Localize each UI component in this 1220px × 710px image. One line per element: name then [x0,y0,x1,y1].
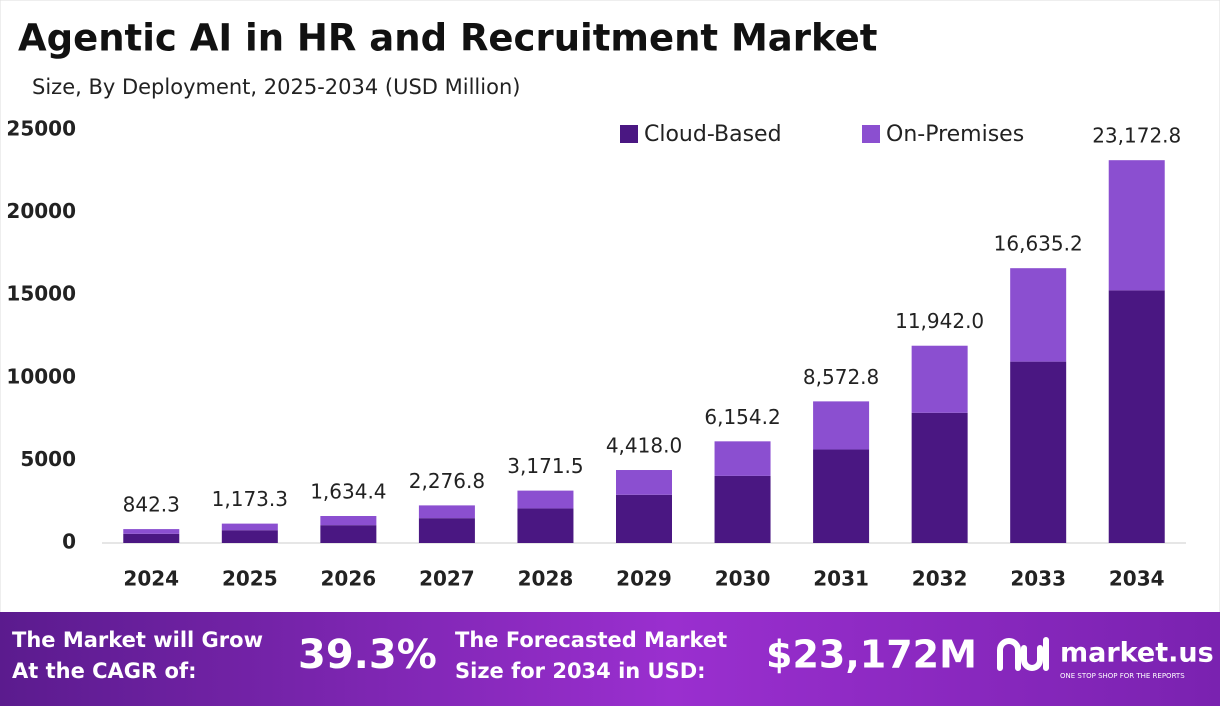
x-tick-label: 2031 [813,567,869,591]
brand-name: market.us [1060,638,1214,669]
legend-label: Cloud-Based [644,122,782,147]
bar-segment [1108,290,1165,543]
x-tick-label: 2032 [912,567,968,591]
footer-text: The Market will Grow [12,628,263,652]
bar-segment [221,523,278,531]
bar-segment [616,494,672,543]
total-label: 11,942.0 [895,309,984,333]
x-tick-label: 2024 [123,567,179,591]
footer-value: 39.3% [298,632,437,678]
legend-swatch [862,125,880,143]
bar-segment [813,449,870,543]
footer-text: Size for 2034 in USD: [455,659,706,683]
total-label: 2,276.8 [409,469,485,493]
bar-segment [1108,160,1165,291]
bar-segment [123,533,180,543]
y-tick-label: 10000 [6,364,76,388]
total-label: 16,635.2 [994,232,1083,256]
bar-segment [911,412,968,543]
total-label: 842.3 [123,493,180,517]
total-label: 1,634.4 [310,479,386,503]
bar-segment [123,529,180,534]
x-tick-label: 2025 [222,567,278,591]
bar-segment [1010,361,1067,543]
bar-segment [911,345,968,413]
bar-segment [320,525,377,543]
x-tick-label: 2027 [419,567,475,591]
y-tick-label: 5000 [20,447,76,471]
bar-segment [714,475,771,543]
plot: 0 5000 10000 15000 20000 25000 2024 842.3 2025 1,… [6,117,1186,591]
total-label: 23,172.8 [1092,124,1181,148]
brand-logo [997,637,1049,671]
legend-swatch [620,125,638,143]
total-label: 3,171.5 [507,454,583,478]
bar-segment [1010,268,1067,362]
footer-text: At the CAGR of: [12,659,197,683]
y-tick-label: 20000 [6,199,76,223]
bar-segment [517,508,574,543]
total-label: 1,173.3 [212,487,288,511]
total-label: 6,154.2 [704,405,780,429]
legend-label: On-Premises [886,122,1024,147]
chart-subtitle: Size, By Deployment, 2025-2034 (USD Mill… [32,75,520,99]
footer-value: $23,172M [766,633,977,677]
bar-segment [221,530,278,543]
bar-segment [320,515,377,526]
x-tick-label: 2030 [715,567,771,591]
total-label: 4,418.0 [606,434,682,458]
brand-tagline: ONE STOP SHOP FOR THE REPORTS [1060,672,1185,680]
total-label: 8,572.8 [803,365,879,389]
bar-segment [813,401,870,450]
x-tick-label: 2029 [616,567,672,591]
x-tick-label: 2034 [1109,567,1165,591]
bar-segment [418,518,475,543]
bar-segment [616,470,672,495]
y-tick-label: 15000 [6,282,76,306]
x-tick-label: 2028 [518,567,574,591]
y-tick-label: 0 [62,530,76,554]
footer-text: The Forecasted Market [455,628,727,652]
chart-title: Agentic AI in HR and Recruitment Market [18,17,877,60]
x-tick-label: 2026 [321,567,377,591]
bar-segment [517,490,574,509]
x-tick-label: 2033 [1010,567,1066,591]
y-tick-label: 25000 [6,117,76,141]
bar-segment [418,505,475,519]
bar-segment [714,441,771,476]
